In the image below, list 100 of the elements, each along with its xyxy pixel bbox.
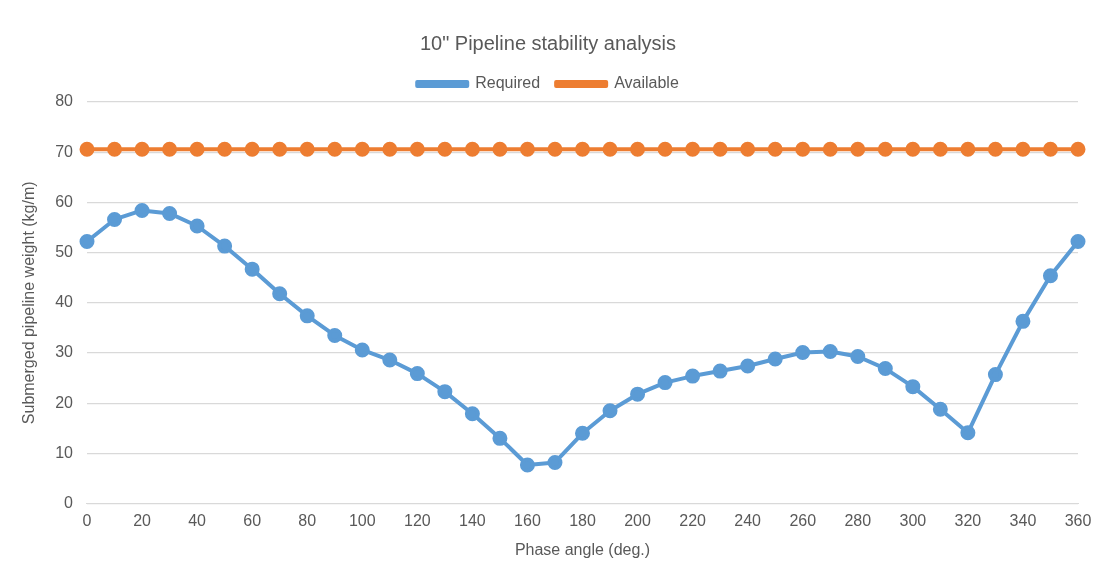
point	[630, 386, 646, 402]
point	[685, 141, 701, 157]
x-tick-label: 300	[899, 511, 927, 529]
x-tick-label: 200	[624, 511, 651, 529]
point	[519, 141, 535, 157]
y-tick-label: 40	[55, 293, 74, 311]
point	[464, 141, 480, 157]
point	[602, 141, 618, 157]
point	[189, 141, 205, 157]
point	[1070, 141, 1086, 157]
point	[685, 368, 701, 384]
point	[79, 234, 95, 250]
y-tick-label: 0	[64, 494, 74, 512]
point	[1015, 141, 1031, 157]
point	[299, 141, 315, 157]
point	[492, 430, 508, 446]
point	[437, 141, 453, 157]
point	[382, 141, 398, 157]
point	[987, 141, 1003, 157]
point	[354, 342, 370, 358]
point	[850, 349, 866, 365]
point	[244, 261, 260, 277]
x-tick-label: 100	[348, 511, 376, 529]
y-tick-label: 30	[55, 343, 74, 361]
point	[795, 345, 811, 360]
point	[932, 401, 948, 417]
point	[987, 367, 1003, 383]
y-tick-label: 20	[55, 393, 74, 411]
point	[547, 141, 563, 157]
point	[107, 211, 123, 227]
x-tick-label: 60	[243, 511, 262, 529]
y-tick-label: 10	[55, 443, 74, 461]
point	[492, 141, 508, 157]
point	[134, 202, 150, 218]
point	[575, 425, 590, 441]
x-tick-label: 360	[1064, 511, 1092, 529]
x-tick-label: 320	[954, 511, 982, 529]
point	[244, 141, 260, 157]
legend-label: Available	[614, 74, 679, 92]
point	[960, 425, 976, 441]
point	[602, 403, 618, 419]
x-axis-title: Phase angle (deg.)	[514, 540, 651, 558]
point	[1042, 268, 1058, 284]
point	[657, 375, 673, 391]
point	[327, 327, 343, 343]
x-tick-label: 0	[82, 511, 92, 529]
point	[409, 141, 425, 157]
point	[712, 363, 728, 379]
point	[217, 141, 233, 157]
point	[1042, 141, 1058, 157]
point	[327, 141, 343, 157]
point	[409, 366, 425, 382]
point	[767, 351, 783, 367]
point	[162, 205, 178, 221]
x-tick-label: 40	[188, 511, 207, 529]
point	[547, 454, 563, 470]
point	[354, 141, 370, 157]
point	[877, 361, 893, 377]
point	[162, 141, 178, 157]
point	[217, 238, 233, 254]
point	[272, 141, 288, 157]
point	[630, 141, 646, 157]
point	[850, 141, 866, 157]
x-tick-label: 340	[1009, 511, 1037, 529]
point	[740, 141, 756, 157]
x-tick-label: 160	[514, 511, 541, 529]
x-tick-label: 220	[679, 511, 707, 529]
legend-label: Required	[475, 74, 541, 92]
point	[712, 141, 728, 157]
point	[905, 379, 921, 395]
chart-title: 10" Pipeline stability analysis	[419, 31, 677, 54]
point	[1070, 234, 1086, 250]
y-axis-title: Submerged pipeline weight (kg/m)	[20, 181, 38, 425]
y-tick-label: 70	[55, 142, 74, 160]
point	[657, 141, 673, 157]
y-tick-label: 50	[55, 243, 74, 261]
point	[437, 384, 453, 400]
point	[272, 286, 288, 302]
point	[932, 141, 948, 157]
point	[107, 141, 123, 157]
point	[134, 141, 150, 157]
x-tick-label: 280	[844, 511, 872, 529]
point	[519, 457, 535, 473]
point	[795, 141, 811, 157]
x-tick-label: 260	[789, 511, 817, 529]
y-tick-label: 60	[55, 192, 74, 210]
point	[79, 141, 95, 157]
x-tick-label: 20	[133, 511, 152, 529]
x-tick-label: 120	[403, 511, 431, 529]
x-tick-label: 80	[298, 511, 317, 529]
point	[822, 343, 838, 359]
x-tick-label: 180	[569, 511, 596, 529]
point	[575, 141, 590, 157]
point	[1015, 313, 1031, 329]
point	[189, 218, 205, 234]
point	[905, 141, 921, 157]
point	[877, 141, 893, 157]
x-tick-label: 240	[734, 511, 762, 529]
point	[822, 141, 838, 157]
point	[740, 358, 756, 374]
